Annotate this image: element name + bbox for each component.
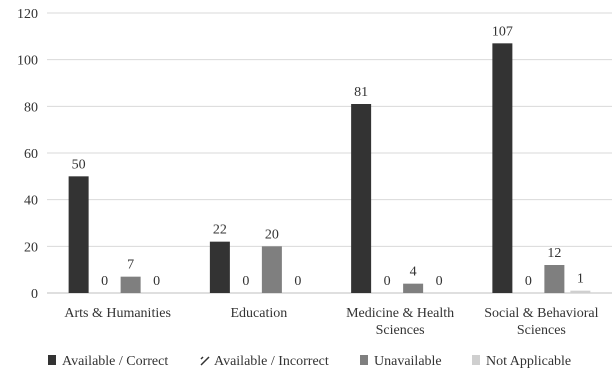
- bar-unavailable-social-behavioral-sciences: [544, 265, 565, 293]
- data-label: 81: [354, 85, 368, 100]
- bar-available-correct-education: [209, 241, 230, 293]
- legend-swatch: [360, 355, 368, 365]
- data-label: 1: [577, 272, 584, 287]
- bar-unavailable-arts-humanities: [120, 276, 141, 293]
- legend-swatch: [472, 355, 480, 365]
- x-tick-label: Education: [230, 306, 287, 321]
- data-label: 107: [492, 24, 513, 39]
- bar-not-applicable-social-behavioral-sciences: [570, 290, 591, 293]
- data-label: 0: [101, 274, 108, 289]
- gridlines: [47, 12, 612, 294]
- y-tick-label: 80: [24, 100, 38, 115]
- legend-label: Available / Incorrect: [214, 354, 329, 369]
- bar-available-correct-medicine-health-sciences: [351, 104, 372, 293]
- x-axis-labels: Arts & Humanities Education Medicine & Hea…: [64, 306, 598, 338]
- data-label: 0: [153, 274, 160, 289]
- bar-unavailable-medicine-health-sciences: [403, 283, 424, 293]
- data-label: 50: [72, 157, 86, 172]
- x-tick-label: Social & Behavioral Sciences: [484, 306, 598, 338]
- legend-swatch: [48, 355, 56, 365]
- legend-label: Not Applicable: [486, 354, 571, 369]
- data-label: 12: [547, 246, 561, 261]
- bar-available-correct-arts-humanities: [68, 176, 89, 293]
- legend-item-unavailable: Unavailable: [360, 354, 442, 369]
- data-label: 22: [213, 223, 227, 238]
- y-tick-label: 0: [31, 287, 38, 302]
- legend-label: Available / Correct: [62, 354, 168, 369]
- data-label: 7: [127, 258, 134, 273]
- data-label: 0: [242, 274, 249, 289]
- legend-swatch: [200, 356, 210, 366]
- data-label: 20: [265, 227, 279, 242]
- data-label: 0: [525, 274, 532, 289]
- data-label: 4: [410, 265, 417, 280]
- bars: [68, 43, 591, 294]
- y-axis: 0 20 40 60 80 100 120: [17, 7, 38, 302]
- data-label: 0: [384, 274, 391, 289]
- y-tick-label: 100: [17, 54, 38, 69]
- bar-unavailable-education: [261, 246, 282, 293]
- legend-label: Unavailable: [374, 354, 442, 369]
- y-tick-label: 20: [24, 240, 38, 255]
- x-tick-label: Arts & Humanities: [64, 306, 171, 321]
- y-tick-label: 40: [24, 194, 38, 209]
- legend-item-available-correct: Available / Correct: [48, 354, 168, 369]
- bar-available-correct-social-behavioral-sciences: [492, 43, 513, 294]
- y-tick-label: 60: [24, 147, 38, 162]
- data-label: 0: [294, 274, 301, 289]
- legend-item-available-incorrect: Available / Incorrect: [200, 354, 329, 369]
- legend-item-not-applicable: Not Applicable: [472, 354, 571, 369]
- y-tick-label: 120: [17, 7, 38, 22]
- legend: Available / Correct Available / Incorrect…: [48, 354, 571, 369]
- x-tick-label: Medicine & Health Sciences: [346, 306, 454, 338]
- data-labels: 50 0 7 0 22 0 20 0 81 0 4 0 107 0 12 1: [72, 24, 584, 289]
- data-label: 0: [436, 274, 443, 289]
